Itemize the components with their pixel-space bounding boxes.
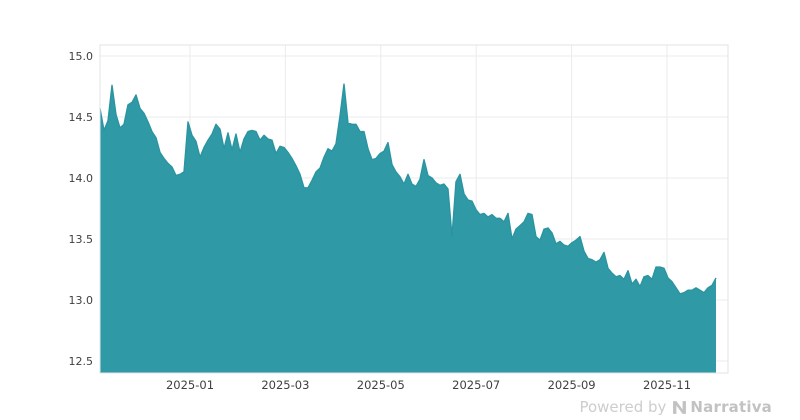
y-tick-label: 13.5 [69, 233, 94, 246]
y-tick-label: 14.5 [69, 111, 94, 124]
y-tick-label: 12.5 [69, 355, 94, 368]
watermark: Powered by Narrativa [579, 398, 772, 416]
x-tick-label: 2025-07 [452, 378, 500, 392]
area-series-fill [100, 84, 716, 373]
narrativa-logo-icon [673, 400, 687, 414]
area-series-line [99, 83, 717, 295]
x-tick-label: 2025-09 [548, 378, 596, 392]
x-tick-label: 2025-05 [357, 378, 405, 392]
y-tick-label: 13.0 [69, 294, 94, 307]
y-tick-label: 15.0 [69, 50, 94, 63]
y-tick-label: 14.0 [69, 172, 94, 185]
x-tick-label: 2025-11 [643, 378, 691, 392]
watermark-powered-by-label: Powered by [579, 398, 667, 416]
watermark-brand-label: Narrativa [690, 398, 772, 416]
x-tick-label: 2025-01 [166, 378, 214, 392]
plot-border [99, 44, 729, 374]
x-tick-label: 2025-03 [261, 378, 309, 392]
